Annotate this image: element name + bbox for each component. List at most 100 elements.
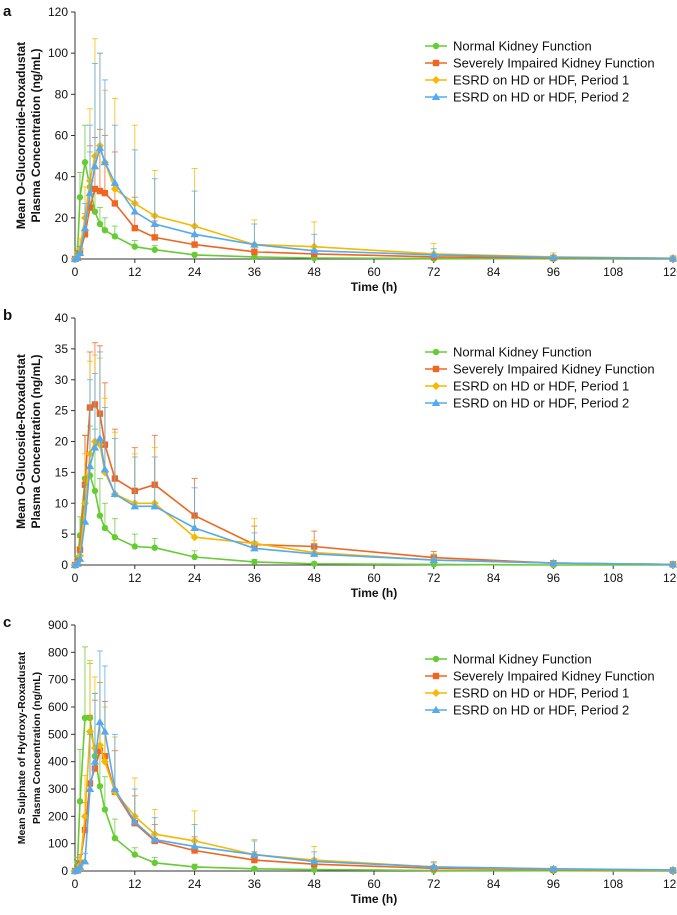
legend-marker <box>432 689 440 697</box>
y-tick-label: 700 <box>48 673 68 687</box>
data-point <box>111 534 119 541</box>
data-point <box>80 517 90 525</box>
legend-label: Normal Kidney Function <box>453 652 592 667</box>
y-tick-label: 35 <box>55 342 69 356</box>
series-line <box>74 717 674 872</box>
x-tick-label: 84 <box>487 265 501 279</box>
data-point <box>191 553 198 561</box>
x-tick-label: 48 <box>308 265 322 279</box>
legend-marker <box>431 92 441 100</box>
data-point <box>190 533 199 542</box>
y-tick-label: 300 <box>48 782 68 796</box>
data-point <box>549 253 558 261</box>
y-tick-label: 80 <box>55 87 69 101</box>
x-tick-label: 48 <box>308 877 322 891</box>
data-point <box>81 714 89 722</box>
panel-label: a <box>3 3 12 20</box>
data-point <box>101 189 109 197</box>
panel-label: b <box>3 307 12 324</box>
data-point <box>251 248 258 255</box>
x-tick-label: 84 <box>487 877 501 891</box>
y-tick-label: 20 <box>55 435 69 449</box>
y-tick-label: 15 <box>55 465 69 479</box>
y-tick-label: 400 <box>48 755 68 769</box>
data-point <box>130 502 139 510</box>
x-tick-label: 108 <box>603 265 623 279</box>
legend-marker <box>432 348 440 356</box>
y-tick-label: 0 <box>61 252 68 266</box>
x-tick-label: 0 <box>72 877 79 891</box>
x-tick-label: 96 <box>547 877 561 891</box>
data-point <box>80 857 90 865</box>
legend-label: Normal Kidney Function <box>453 345 592 360</box>
x-tick-label: 12 <box>128 571 142 585</box>
legend-label: Normal Kidney Function <box>453 39 592 54</box>
data-point <box>85 727 94 736</box>
legend-label: ESRD on HD or HDF, Period 1 <box>453 686 629 701</box>
data-point <box>90 443 100 451</box>
x-tick-label: 120 <box>663 877 677 891</box>
data-point <box>75 248 85 256</box>
y-tick-label: 0 <box>61 864 68 878</box>
series-severe <box>71 342 677 569</box>
series-line <box>74 187 674 260</box>
data-point <box>80 223 90 232</box>
legend-marker <box>431 398 441 406</box>
data-point <box>131 543 138 550</box>
data-point <box>130 817 139 825</box>
data-point <box>85 784 95 792</box>
data-point <box>251 253 258 261</box>
legend: Normal Kidney Function Severely Impaired … <box>425 39 655 105</box>
data-point <box>95 434 105 442</box>
data-point <box>151 859 158 866</box>
data-point <box>100 465 110 473</box>
data-point <box>76 798 84 805</box>
data-point <box>310 549 319 557</box>
legend-marker <box>432 365 440 373</box>
x-tick-label: 60 <box>367 877 381 891</box>
data-point <box>190 230 199 238</box>
x-tick-label: 36 <box>248 877 262 891</box>
data-point <box>110 178 120 186</box>
series-normal <box>71 124 677 263</box>
data-point <box>310 246 319 254</box>
x-tick-label: 12 <box>128 877 142 891</box>
legend-marker <box>432 382 440 390</box>
data-point <box>91 208 99 215</box>
x-tick-label: 60 <box>367 265 381 279</box>
legend-label: Severely Impaired Kidney Function <box>453 56 655 71</box>
data-point <box>91 765 99 772</box>
data-point <box>251 865 258 873</box>
series-line <box>74 143 674 260</box>
y-tick-label: 60 <box>55 129 69 143</box>
y-tick-label: 20 <box>55 211 69 225</box>
data-point <box>86 204 94 211</box>
data-point <box>549 864 558 872</box>
y-axis-title-line2: Plasma Concentration (ng/mL) <box>31 672 43 824</box>
data-point <box>250 850 259 858</box>
data-point <box>151 246 158 253</box>
series-line <box>74 719 674 872</box>
x-tick-label: 0 <box>72 265 79 279</box>
data-point <box>191 251 198 259</box>
data-point <box>101 524 109 532</box>
x-tick-label: 48 <box>308 571 322 585</box>
data-point <box>429 250 438 258</box>
data-point <box>95 717 105 726</box>
y-axis-title-line1: Mean O-Glucoside-Roxadustat <box>14 354 28 529</box>
x-axis-title: Time (h) <box>351 892 397 906</box>
data-point <box>311 866 318 873</box>
data-point <box>100 757 109 766</box>
data-point <box>110 489 120 497</box>
x-tick-label: 36 <box>248 265 262 279</box>
series-esrd2 <box>70 351 677 568</box>
y-axis-title-line2: Plasma Concentration (ng/mL) <box>29 354 43 528</box>
y-tick-label: 120 <box>48 5 68 19</box>
x-tick-label: 84 <box>487 571 501 585</box>
data-point <box>429 862 438 870</box>
data-point <box>96 187 104 195</box>
legend-marker <box>432 59 440 67</box>
data-point <box>150 502 159 510</box>
x-tick-label: 36 <box>248 571 262 585</box>
